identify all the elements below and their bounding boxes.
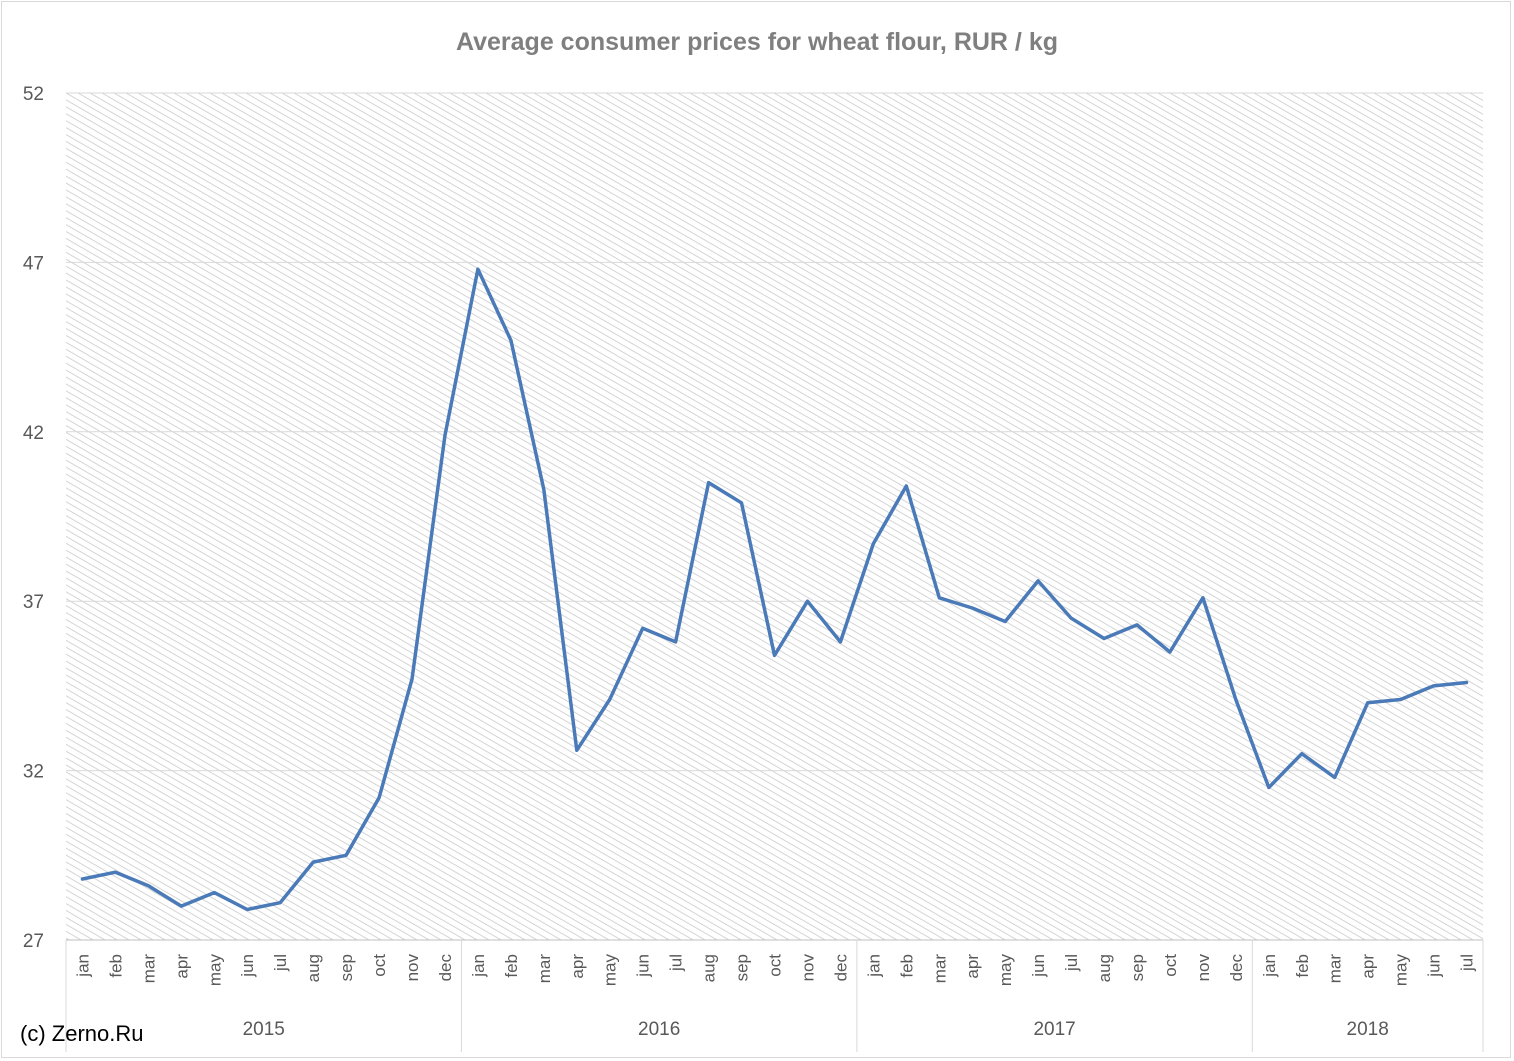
y-tick-label: 47	[23, 253, 44, 274]
plot-area	[66, 93, 1483, 940]
x-tick-label: jul	[1062, 954, 1081, 972]
x-tick-label: jul	[667, 954, 686, 972]
x-tick-label: sep	[337, 954, 356, 981]
x-tick-label: aug	[700, 954, 719, 982]
x-tick-label: oct	[766, 954, 785, 977]
x-tick-label: jan	[73, 954, 92, 978]
x-tick-label: apr	[172, 954, 191, 979]
y-tick-label: 37	[23, 592, 44, 613]
series-layer	[80, 267, 1469, 912]
x-tick-label: may	[996, 954, 1015, 987]
y-tick-label: 42	[23, 423, 44, 444]
year-label: 2017	[1033, 1019, 1075, 1040]
x-tick-label: mar	[1326, 954, 1345, 984]
x-tick-label: dec	[831, 954, 850, 982]
x-tick-label: aug	[304, 954, 323, 982]
x-tick-label: dec	[436, 954, 455, 982]
x-tick-label: mar	[535, 954, 554, 984]
x-tick-label: jun	[238, 954, 257, 978]
x-tick-label: jul	[271, 954, 290, 972]
x-tick-label: jun	[634, 954, 653, 978]
x-tick-label: feb	[1293, 954, 1312, 978]
x-tick-label: mar	[139, 954, 158, 984]
x-tick-label: oct	[370, 954, 389, 977]
x-tick-label: may	[205, 954, 224, 987]
x-tick-label: oct	[1161, 954, 1180, 977]
x-tick-label: may	[1392, 954, 1411, 987]
x-tick-label: sep	[1128, 954, 1147, 981]
x-tick-label: nov	[1194, 954, 1213, 982]
year-label: 2015	[243, 1019, 285, 1040]
year-label: 2018	[1347, 1019, 1389, 1040]
x-tick-label: jul	[1458, 954, 1477, 972]
x-tick-label: may	[601, 954, 620, 987]
chart-title: Average consumer prices for wheat flour,…	[456, 28, 1058, 56]
x-tick-label: sep	[733, 954, 752, 981]
x-tick-label: nov	[798, 954, 817, 982]
y-tick-label: 52	[23, 84, 44, 105]
x-tick-label: apr	[568, 954, 587, 979]
x-tick-label: feb	[897, 954, 916, 978]
x-tick-label: nov	[403, 954, 422, 982]
x-tick-label: jan	[469, 954, 488, 978]
x-tick-label: mar	[930, 954, 949, 984]
x-tick-label: apr	[1359, 954, 1378, 979]
year-label: 2016	[638, 1019, 680, 1040]
x-tick-label: dec	[1227, 954, 1246, 982]
y-tick-label: 32	[23, 762, 44, 783]
x-tick-label: jun	[1425, 954, 1444, 978]
x-tick-label: feb	[106, 954, 125, 978]
series-line-0	[80, 267, 1469, 912]
x-axis: jan feb mar apr may jun jul aug sep oct nov dec jan f…	[65, 939, 1484, 1052]
x-tick-label: jan	[864, 954, 883, 978]
y-tick-label: 27	[23, 931, 44, 952]
gridlines	[66, 92, 1483, 772]
copyright-text: (c) Zerno.Ru	[20, 1021, 143, 1046]
y-axis: 27 32 37 42 47 52	[23, 84, 44, 952]
x-tick-label: feb	[502, 954, 521, 978]
x-tick-label: jan	[1260, 954, 1279, 978]
x-tick-label: apr	[963, 954, 982, 979]
x-tick-label: aug	[1095, 954, 1114, 982]
x-tick-label: jun	[1029, 954, 1048, 978]
